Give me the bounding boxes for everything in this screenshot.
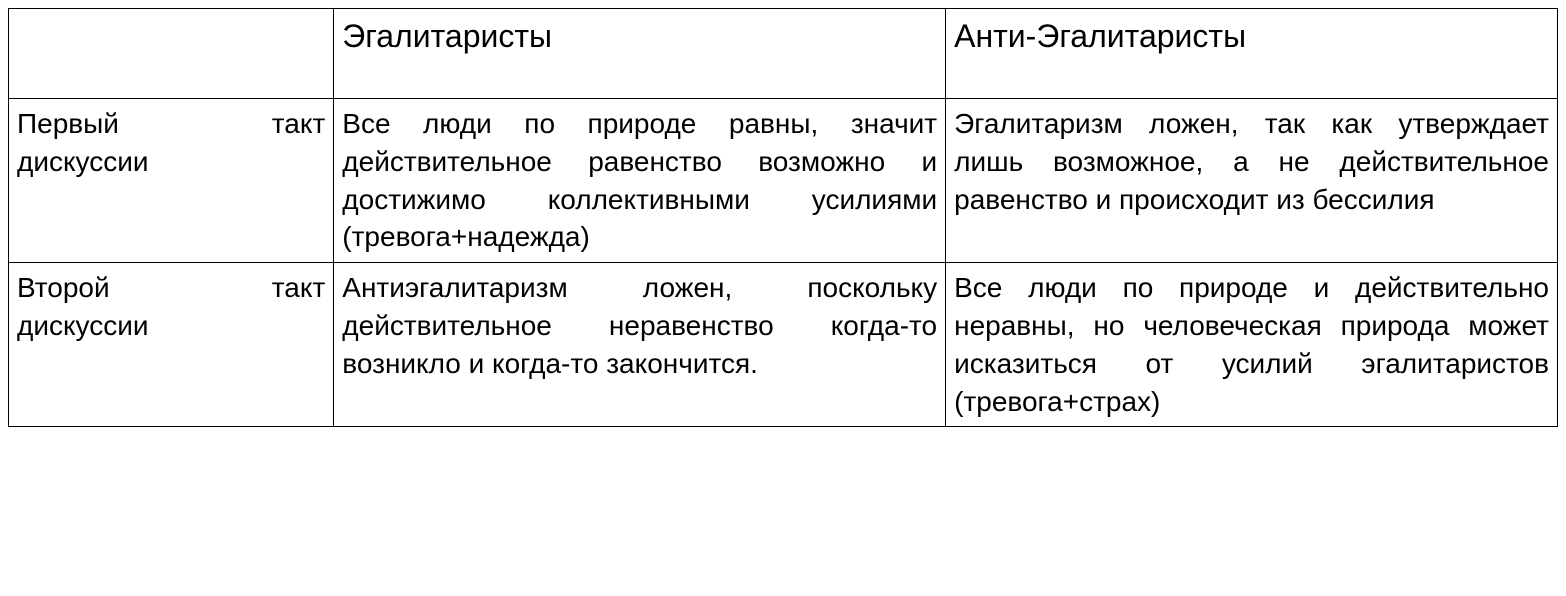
row-label-line2: дискуссии bbox=[17, 307, 325, 345]
header-empty bbox=[9, 9, 334, 99]
row-label-second-takt: Второй такт дискуссии bbox=[9, 263, 334, 427]
table-row: Второй такт дискуссии Антиэгалитаризм ло… bbox=[9, 263, 1558, 427]
row-label-line1: Первый такт bbox=[17, 108, 325, 139]
table-header-row: Эгалитаристы Анти-Эгалитаристы bbox=[9, 9, 1558, 99]
header-anti-egalitarists: Анти-Эгалитаристы bbox=[946, 9, 1558, 99]
table-row: Первый такт дискуссии Все люди по природ… bbox=[9, 99, 1558, 263]
header-egalitarists: Эгалитаристы bbox=[334, 9, 946, 99]
row-label-line2: дискуссии bbox=[17, 143, 325, 181]
cell-r0-anti-egalitarists: Эгалитаризм ложен, так как утверждает ли… bbox=[946, 99, 1558, 263]
cell-r1-egalitarists: Антиэгалитаризм ложен, поскольку действи… bbox=[334, 263, 946, 427]
row-label-line1: Второй такт bbox=[17, 272, 325, 303]
cell-r1-anti-egalitarists: Все люди по природе и действительно нера… bbox=[946, 263, 1558, 427]
cell-r0-egalitarists: Все люди по природе равны, значит действ… bbox=[334, 99, 946, 263]
row-label-first-takt: Первый такт дискуссии bbox=[9, 99, 334, 263]
comparison-table: Эгалитаристы Анти-Эгалитаристы Первый та… bbox=[8, 8, 1558, 427]
